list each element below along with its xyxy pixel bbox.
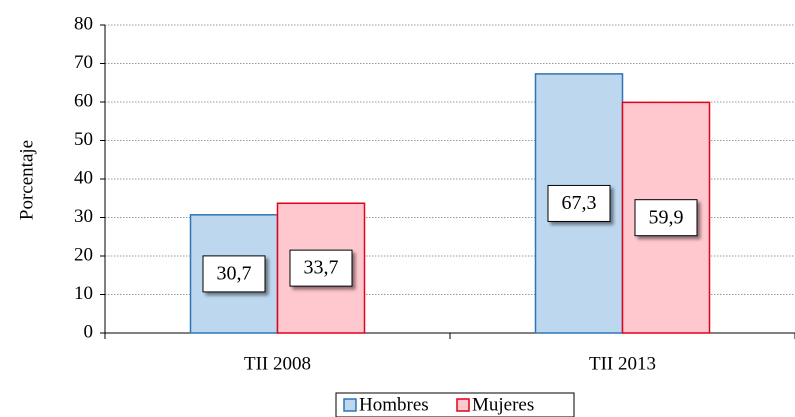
legend-box — [335, 392, 575, 417]
data-label-box — [634, 199, 698, 237]
x-tick-label: TII 2008 — [244, 353, 311, 374]
legend-swatch — [456, 398, 470, 412]
y-tick-label: 70 — [74, 52, 93, 73]
y-tick-label: 0 — [84, 321, 94, 342]
legend-label: Hombres — [359, 394, 429, 415]
y-tick-label: 60 — [74, 90, 93, 111]
data-label: 67,3 — [562, 192, 597, 214]
legend-label: Mujeres — [472, 394, 534, 415]
y-axis-label: Porcentaje — [16, 140, 37, 220]
y-tick-label: 30 — [74, 206, 93, 227]
y-tick-label: 50 — [74, 129, 93, 150]
legend-swatch — [343, 398, 357, 412]
x-tick-label: TII 2013 — [589, 353, 656, 374]
data-label-box — [547, 184, 611, 222]
data-label-box — [202, 255, 266, 293]
y-tick-label: 10 — [74, 283, 93, 304]
y-tick-label: 80 — [74, 13, 93, 34]
data-label: 30,7 — [217, 262, 252, 284]
y-tick-label: 40 — [74, 167, 93, 188]
y-tick-label: 20 — [74, 244, 93, 265]
data-label: 59,9 — [649, 206, 684, 228]
data-label: 33,7 — [304, 257, 339, 279]
data-label-box — [289, 249, 353, 287]
